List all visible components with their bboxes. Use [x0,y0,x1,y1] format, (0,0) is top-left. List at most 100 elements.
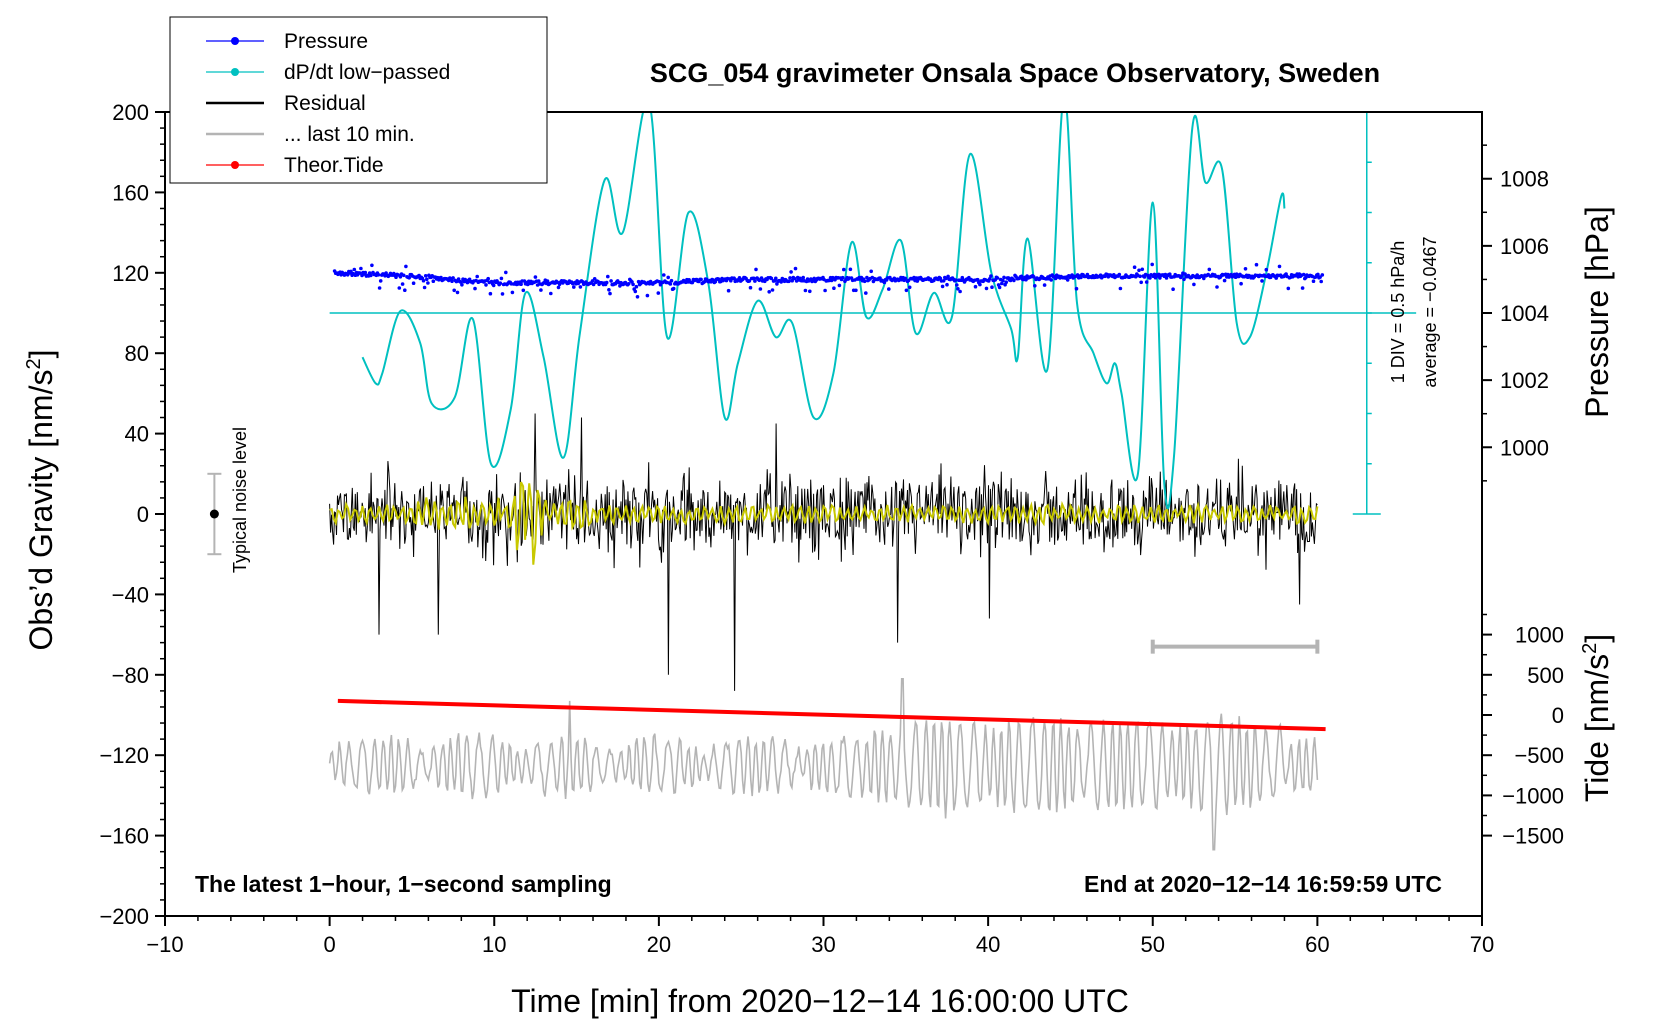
pressure-point [903,276,908,281]
pressure-point [491,283,496,288]
pressure-point [450,279,454,284]
y-tick-label: 40 [125,422,149,447]
pressure-point [411,281,416,286]
pressure-point [984,286,989,291]
pressure-point [1002,275,1006,280]
pressure-point [829,278,834,283]
y-tick-label: 160 [112,180,149,205]
pressure-point [633,289,638,294]
pressure-point [377,286,382,290]
legend-box [169,16,548,184]
pressure-point [759,276,764,280]
pressure-tick-label: 1002 [1500,368,1549,393]
y-axis-label-tide-text: Tide [nm/s [1579,654,1615,802]
pressure-point [1144,280,1149,284]
pressure-point [887,287,891,291]
pressure-point [1118,286,1123,291]
pressure-point [1260,279,1264,283]
pressure-point [753,279,757,283]
y-tick-label: 0 [137,502,149,527]
pressure-point [591,282,596,287]
pressure-point [1239,281,1243,286]
pressure-point [425,277,429,282]
pressure-point [423,274,428,278]
pressure-point [946,274,950,279]
pressure-point [997,285,1002,290]
pressure-point [608,291,612,296]
pressure-point [840,275,845,280]
pressure-point [1182,277,1186,282]
pressure-point [801,275,805,280]
legend-label: Theor.Tide [284,154,384,177]
pressure-point [787,279,791,284]
pressure-point [848,267,853,272]
pressure-point [793,266,798,271]
pressure-point [915,279,920,283]
pressure-point [1001,278,1005,283]
pressure-point [609,279,613,283]
pressure-point [1150,262,1154,267]
pressure-point [378,279,383,283]
pressure-point [975,277,980,282]
pressure-point [475,274,480,279]
pressure-point [1140,267,1145,272]
y-tick-label: −200 [99,904,149,929]
pressure-point [1137,268,1141,273]
pressure-point [519,282,523,287]
chart-title: SCG_054 gravimeter Onsala Space Observat… [650,58,1380,88]
pressure-point [1033,284,1037,288]
pressure-point [1254,262,1259,267]
pressure-point [521,288,526,293]
x-tick-label: 20 [647,932,671,957]
pressure-point [1192,282,1196,287]
pressure-point [572,285,576,289]
pressure-point [1320,273,1325,277]
pressure-point [842,267,846,272]
pressure-point [455,290,460,295]
y-tick-label: 200 [112,100,149,125]
y-tick-label: 80 [125,341,149,366]
pressure-point [607,288,611,292]
pressure-point [1277,264,1282,269]
pressure-point [426,281,430,285]
pressure-point [498,281,503,286]
pressure-point [459,280,463,284]
pressure-point [869,269,873,274]
pressure-point [645,293,650,298]
pressure-point [451,276,455,280]
pressure-point [1158,276,1162,280]
pressure-point [854,288,858,293]
x-tick-label: −10 [146,932,183,957]
pressure-point [404,264,408,269]
pressure-point [779,280,783,284]
pressure-point [376,273,381,277]
x-tick-label: 70 [1470,932,1494,957]
pressure-point [1139,280,1143,285]
pressure-point [699,277,703,282]
pressure-point [832,286,836,291]
pressure-point [662,273,666,277]
pressure-point [1031,275,1036,279]
legend-label: ... last 10 min. [284,123,415,146]
y-axis-label-gravity-sup: 2 [23,358,45,369]
pressure-point [439,275,443,280]
pressure-point [1207,267,1212,272]
pressure-tick-label: 1000 [1500,435,1549,460]
pressure-point [1065,278,1070,282]
pressure-point [578,285,583,289]
pressure-point [1215,285,1219,289]
y-axis-label-pressure: Pressure [hPa] [1579,206,1615,418]
pressure-point [370,263,374,268]
pressure-point [958,289,962,294]
pressure-point [837,283,842,288]
pressure-point [671,286,676,291]
pressure-point [864,291,868,295]
y-axis-label-tide: Tide [nm/s2] [1579,634,1615,802]
series-dpdt [361,112,1286,510]
x-axis-label: Time [min] from 2020−12−14 16:00:00 UTC [511,983,1129,1019]
pressure-point [460,283,464,287]
pressure-point [359,266,363,271]
pressure-point [770,288,775,292]
tide-tick-label: −500 [1514,743,1564,768]
